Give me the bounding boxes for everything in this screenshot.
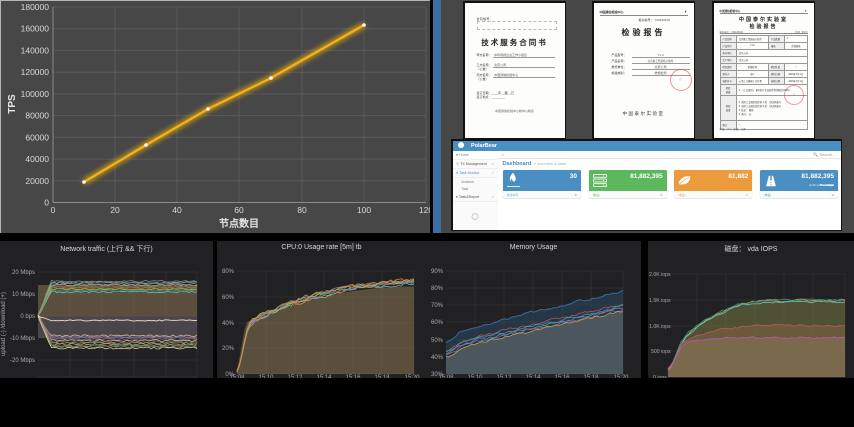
svg-text:upload (-) /download (+): upload (-) /download (+) (1, 292, 7, 356)
svg-text:20: 20 (110, 205, 120, 215)
svg-text:180000: 180000 (21, 2, 50, 12)
svg-text:15:14: 15:14 (525, 375, 541, 378)
svg-text:-10 Mbps: -10 Mbps (10, 336, 35, 342)
svg-text:-20 Mbps: -20 Mbps (10, 358, 35, 364)
svg-text:120000: 120000 (21, 67, 50, 77)
svg-text:0 bps: 0 bps (20, 314, 35, 320)
svg-text:20000: 20000 (25, 176, 49, 186)
svg-text:160000: 160000 (21, 24, 50, 34)
svg-text:20%: 20% (222, 346, 235, 352)
svg-text:10 Mbps: 10 Mbps (12, 292, 35, 298)
svg-text:15:10: 15:10 (467, 375, 483, 378)
svg-text:120: 120 (419, 205, 430, 215)
svg-text:60%: 60% (222, 295, 235, 301)
svg-text:2.0K iops: 2.0K iops (649, 272, 671, 278)
svg-text:15:08: 15:08 (229, 375, 245, 378)
svg-text:60000: 60000 (25, 132, 49, 142)
svg-text:40: 40 (172, 205, 182, 215)
svg-text:15:18: 15:18 (583, 375, 599, 378)
svg-text:40%: 40% (431, 355, 444, 361)
svg-text:80: 80 (297, 205, 307, 215)
svg-text:1.0K iops: 1.0K iops (649, 324, 671, 330)
svg-text:0: 0 (44, 198, 49, 208)
svg-text:0: 0 (51, 205, 56, 215)
svg-text:80000: 80000 (25, 111, 49, 121)
svg-text:90%: 90% (431, 269, 444, 275)
svg-text:100000: 100000 (21, 89, 50, 99)
svg-text:60: 60 (234, 205, 244, 215)
svg-text:15:16: 15:16 (345, 375, 361, 378)
svg-text:60%: 60% (431, 320, 444, 326)
svg-text:50%: 50% (431, 338, 444, 344)
svg-text:40%: 40% (222, 321, 235, 327)
svg-text:1.5K iops: 1.5K iops (649, 298, 671, 304)
svg-text:TPS: TPS (7, 94, 18, 114)
svg-text:140000: 140000 (21, 45, 50, 55)
svg-text:500 iops: 500 iops (651, 349, 671, 355)
svg-text:15:20: 15:20 (613, 375, 629, 378)
svg-text:15:10: 15:10 (258, 375, 274, 378)
svg-text:15:18: 15:18 (374, 375, 390, 378)
svg-text:100: 100 (357, 205, 371, 215)
svg-text:80%: 80% (431, 286, 444, 292)
svg-text:80%: 80% (222, 269, 235, 275)
svg-text:40000: 40000 (25, 154, 49, 164)
svg-text:节点数目: 节点数目 (219, 217, 259, 230)
svg-text:70%: 70% (431, 303, 444, 309)
svg-text:20 Mbps: 20 Mbps (12, 270, 35, 276)
svg-text:15:16: 15:16 (554, 375, 570, 378)
svg-text:15:08: 15:08 (438, 375, 454, 378)
svg-text:15:12: 15:12 (496, 375, 512, 378)
svg-text:15:14: 15:14 (316, 375, 332, 378)
svg-text:15:20: 15:20 (404, 375, 420, 378)
svg-text:15:12: 15:12 (287, 375, 303, 378)
